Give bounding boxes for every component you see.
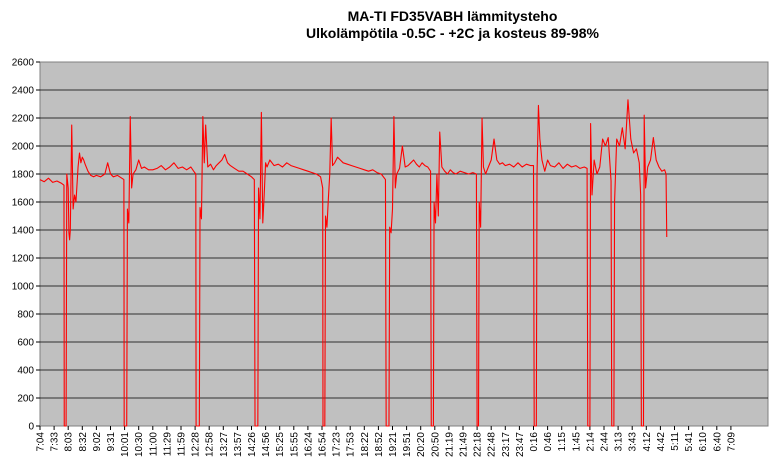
x-tick-label: 19:21 — [388, 432, 399, 457]
x-tick-label: 3:43 — [628, 432, 639, 452]
x-tick-label: 5:11 — [670, 432, 681, 451]
y-tick-label: 200 — [17, 394, 34, 405]
plot-area — [39, 61, 769, 427]
gridlines — [40, 89, 768, 399]
y-tick-label: 0 — [28, 422, 34, 433]
x-tick-label: 10:30 — [134, 432, 145, 457]
x-tick-label: 16:54 — [318, 432, 329, 457]
x-tick-label: 14:26 — [247, 432, 258, 457]
x-tick-label: 13:57 — [233, 432, 244, 457]
chart-subtitle-line: Ulkolämpötila -0.5C - +2C ja kosteus 89-… — [306, 25, 599, 41]
x-tick-label: 11:00 — [148, 432, 159, 457]
x-tick-label: 8:03 — [64, 432, 75, 452]
x-tick-label: 5:41 — [684, 432, 695, 452]
x-tick-label: 21:19 — [444, 432, 455, 457]
y-tick-label: 2000 — [12, 142, 35, 153]
x-tick-label: 4:12 — [642, 432, 653, 452]
y-tick-label: 1600 — [12, 198, 35, 209]
x-tick-label: 18:52 — [374, 432, 385, 457]
y-tick-label: 1200 — [12, 254, 35, 265]
x-tick-label: 1:45 — [571, 432, 582, 452]
x-tick-label: 17:23 — [332, 432, 343, 457]
x-tick-label: 21:49 — [459, 432, 470, 457]
x-tick-label: 7:33 — [50, 432, 61, 452]
y-tick-label: 400 — [17, 366, 34, 377]
x-tick-label: 20:50 — [430, 432, 441, 457]
x-tick-label: 12:28 — [191, 432, 202, 457]
x-tick-label: 6:10 — [698, 432, 709, 452]
x-tick-label: 15:55 — [289, 432, 300, 457]
x-tick-label: 16:24 — [303, 432, 314, 457]
y-tick-label: 2200 — [12, 114, 35, 125]
y-tick-label: 1400 — [12, 226, 35, 237]
x-tick-label: 12:58 — [205, 432, 216, 457]
x-tick-label: 8:32 — [78, 432, 89, 452]
y-tick-label: 2400 — [12, 86, 35, 97]
x-tick-label: 11:59 — [177, 432, 188, 457]
x-tick-label: 0:46 — [543, 432, 554, 452]
x-tick-label: 22:18 — [473, 432, 484, 457]
x-tick-label: 6:40 — [712, 432, 723, 452]
x-tick-label: 9:02 — [92, 432, 103, 452]
x-tick-label: 23:47 — [515, 432, 526, 457]
x-tick-label: 4:42 — [656, 432, 667, 452]
y-tick-label: 1800 — [12, 170, 35, 181]
x-tick-label: 3:13 — [614, 432, 625, 452]
series-line — [39, 99, 668, 427]
x-tick-label: 13:27 — [219, 432, 230, 457]
x-tick-label: 2:14 — [585, 432, 596, 452]
chart-title: MA-TI FD35VABH lämmitysteho Ulkolämpötil… — [0, 8, 772, 42]
x-tick-label: 7:04 — [36, 432, 47, 452]
x-tick-label: 22:48 — [487, 432, 498, 457]
y-tick-label: 2600 — [12, 58, 35, 69]
chart-title-line: MA-TI FD35VABH lämmitysteho — [347, 8, 558, 24]
y-tick-label: 600 — [17, 338, 34, 349]
y-tick-label: 800 — [17, 310, 34, 321]
x-tick-label: 0:16 — [529, 432, 540, 452]
x-tick-label: 10:01 — [120, 432, 131, 457]
y-axis-ticks: 0 200 400 600 800 1000 1200 1400 1600 1800 2000 220… — [12, 58, 40, 433]
x-tick-label: 7:09 — [726, 432, 737, 452]
x-tick-label: 11:29 — [162, 432, 173, 457]
x-tick-label: 18:22 — [360, 432, 371, 457]
x-tick-label: 23:17 — [501, 432, 512, 457]
x-axis-ticks: 7:04 7:33 8:03 8:32 9:02 9:31 10:01 10:30 11:00 1… — [36, 426, 737, 457]
series-group — [39, 99, 668, 427]
x-tick-label: 19:51 — [402, 432, 413, 457]
x-tick-label: 9:31 — [106, 432, 117, 452]
y-tick-label: 1000 — [12, 282, 35, 293]
x-tick-label: 2:44 — [600, 432, 611, 452]
x-tick-label: 14:56 — [261, 432, 272, 457]
x-tick-label: 15:25 — [275, 432, 286, 457]
x-tick-label: 17:53 — [346, 432, 357, 457]
x-tick-label: 1:15 — [557, 432, 568, 452]
x-tick-label: 20:20 — [416, 432, 427, 457]
